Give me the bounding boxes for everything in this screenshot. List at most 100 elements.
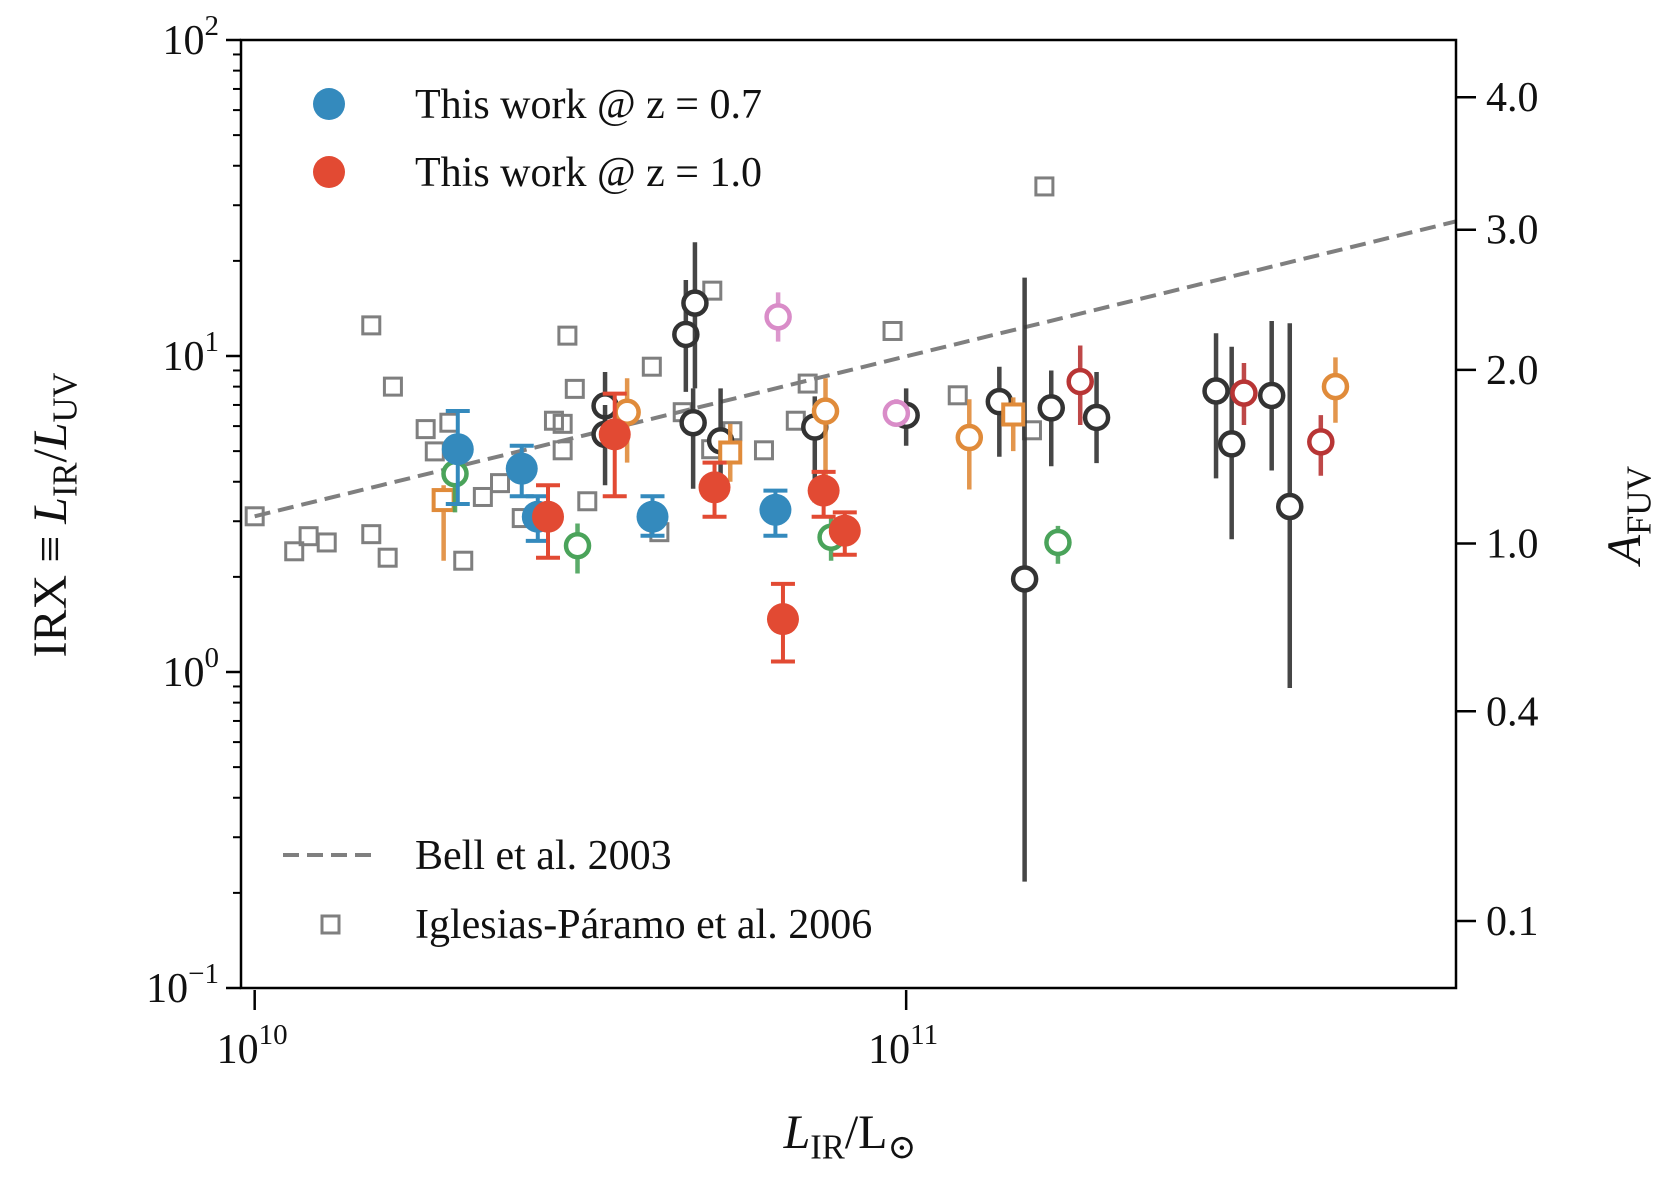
open-circle-point	[681, 289, 709, 317]
open-circle-point	[1082, 403, 1111, 432]
iglesias-square-point	[316, 532, 337, 553]
tick-exp: 10	[259, 1019, 288, 1051]
y2-tick-label: 3.0	[1486, 208, 1539, 254]
legend-label: This work @ z = 1.0	[415, 150, 762, 196]
label-part: IR	[47, 462, 85, 497]
tick-base: 10	[163, 18, 205, 64]
open-circle-point	[1044, 528, 1072, 557]
iglesias-square-point	[382, 376, 403, 397]
open-circle-point	[1257, 381, 1286, 410]
label-part: A	[1598, 534, 1651, 567]
iglesias-square-point	[490, 473, 511, 494]
y-tick-label: 10−1	[146, 958, 219, 1012]
open-circle-point	[679, 408, 707, 437]
this-work-z10-point	[766, 603, 799, 636]
label-part: ⊙	[887, 1129, 916, 1167]
y-tick-label: 100	[163, 642, 220, 696]
this-work-z10-point	[598, 418, 631, 451]
y2-tick-label: 0.1	[1486, 899, 1539, 945]
y-tick-label: 101	[163, 326, 220, 380]
label-part: L	[783, 1106, 811, 1159]
label-part: L	[858, 1106, 887, 1159]
iglesias-square-point	[552, 440, 573, 461]
open-circle-point	[811, 397, 840, 425]
iglesias-square-point	[472, 486, 493, 507]
open-circle-point	[1066, 367, 1094, 396]
open-square-point	[1001, 402, 1026, 427]
bell-2003-line	[254, 219, 1458, 519]
x-tick-label: 1011	[868, 1019, 938, 1073]
iglesias-square-point	[753, 440, 774, 461]
this-work-z07-point	[441, 433, 474, 466]
iglesias-square-point	[882, 320, 903, 341]
iglesias-square-point	[244, 506, 265, 527]
iglesias-square-point	[361, 524, 382, 545]
tick-exp: 1	[205, 326, 220, 358]
iglesias-square-point	[453, 550, 474, 571]
open-circle-point	[1202, 377, 1230, 405]
open-circle-point	[1037, 394, 1065, 422]
this-work-z10-point	[698, 471, 731, 504]
tick-base: 10	[217, 1027, 259, 1073]
y2-tick-label: 0.4	[1486, 689, 1539, 735]
legend-marker	[320, 914, 341, 935]
label-part: L	[24, 422, 77, 450]
open-square-point	[431, 488, 456, 513]
label-part: FUV	[1621, 466, 1659, 535]
x-tick-label: 1010	[217, 1019, 288, 1073]
label-part: L	[24, 497, 77, 525]
iglesias-square-point	[641, 356, 662, 377]
this-work-z07-point	[759, 493, 792, 526]
label-part: UV	[47, 372, 85, 422]
open-circle-point	[441, 460, 469, 488]
label-part: IRX ≡	[24, 524, 77, 658]
this-work-z10-point	[532, 500, 565, 533]
tick-exp: 11	[910, 1019, 938, 1051]
iglesias-square-point	[577, 491, 598, 512]
open-circle-point	[1217, 430, 1246, 458]
this-work-z07-point	[636, 500, 669, 533]
open-circle-point	[672, 320, 700, 349]
iglesias-square-point	[361, 315, 382, 336]
this-work-z10-point	[828, 514, 861, 547]
tick-exp: 2	[205, 10, 220, 42]
open-circle-point	[764, 303, 792, 331]
iglesias-square-point	[552, 413, 573, 434]
iglesias-square-point	[439, 412, 460, 433]
y-axis-label: IRX ≡ LIR​/LUV​	[24, 372, 85, 657]
open-square-point	[718, 440, 743, 465]
open-circle-point	[882, 399, 911, 427]
iglesias-square-point	[424, 441, 445, 462]
iglesias-square-point	[557, 325, 578, 346]
y2-tick-label: 4.0	[1486, 75, 1539, 121]
tick-base: 10	[146, 966, 188, 1012]
open-circle-point	[1010, 565, 1039, 593]
iglesias-square-point	[284, 541, 305, 562]
tick-exp: 0	[205, 642, 220, 674]
iglesias-square-point	[1034, 176, 1055, 197]
this-work-z10-point	[807, 474, 840, 507]
open-circle-point	[563, 531, 592, 560]
label-part: IR	[810, 1129, 845, 1167]
open-circle-point	[1276, 492, 1304, 521]
iglesias-square-point	[947, 385, 968, 406]
iglesias-square-point	[702, 280, 723, 301]
this-work-z07-point	[505, 452, 538, 485]
legend-label: This work @ z = 0.7	[415, 82, 762, 128]
label-part: /	[845, 1106, 859, 1159]
tick-exp: −1	[188, 958, 219, 990]
legend-marker	[313, 156, 345, 188]
open-circle-point	[1307, 428, 1335, 456]
open-circle-point	[1321, 372, 1350, 401]
y2-axis-label: AFUV​	[1598, 466, 1659, 567]
legend-label: Iglesias-Páramo et al. 2006	[415, 902, 872, 948]
tick-base: 10	[163, 650, 205, 696]
plot-frame	[239, 38, 1458, 990]
iglesias-square-point	[415, 419, 436, 440]
y2-tick-label: 2.0	[1486, 348, 1539, 394]
iglesias-square-point	[377, 547, 398, 568]
legend-label: Bell et al. 2003	[415, 833, 672, 879]
tick-base: 10	[868, 1027, 910, 1073]
label-part: /	[24, 448, 77, 462]
